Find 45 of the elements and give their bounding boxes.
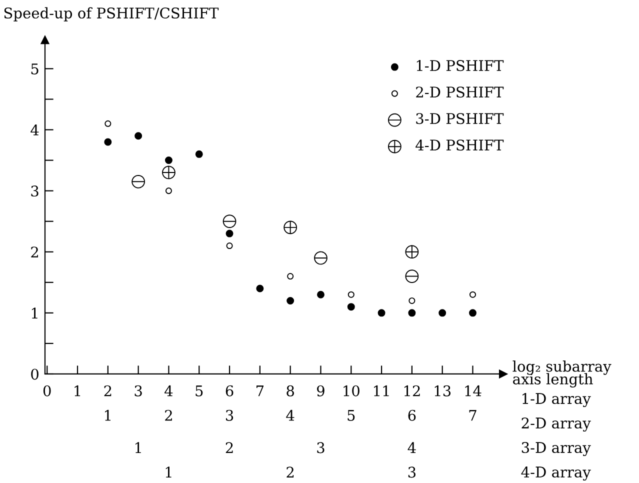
x-axis-title: log₂ subarray axis length xyxy=(512,360,612,388)
text: 3 xyxy=(317,442,324,454)
x-tick-label: 9 xyxy=(317,385,324,396)
y-tick-label: 1 xyxy=(32,308,38,318)
text: 1 xyxy=(166,466,172,478)
x-tick-label: 6 xyxy=(226,385,234,396)
legend-label: 2-D PSHIFT xyxy=(416,86,504,98)
x-tick-label: 11 xyxy=(374,385,389,396)
x-tick-label: 0 xyxy=(43,385,51,396)
legend-label: 1-D PSHIFT xyxy=(416,60,504,72)
x-tick-label: 13 xyxy=(434,385,451,396)
y-tick-label: 4 xyxy=(30,124,39,136)
text: 4 xyxy=(408,442,416,454)
x-tick-label: 2 xyxy=(104,385,112,396)
text: 3-D array xyxy=(522,442,591,456)
text: 4-D array xyxy=(521,466,591,481)
x-tick-label: 12 xyxy=(404,385,420,396)
y-tick-label: 0 xyxy=(31,368,38,380)
x2-tick-label: 5 xyxy=(348,410,355,421)
x-tick-label: 4 xyxy=(164,385,173,396)
x2-tick-label: 7 xyxy=(469,410,476,421)
x2-tick-label: 4 xyxy=(286,410,294,421)
x2-tick-label: 1 xyxy=(105,410,110,421)
x-tick-label: 14 xyxy=(465,385,482,396)
x-tick-label: 8 xyxy=(286,385,294,396)
text: 2-D array xyxy=(522,417,591,432)
x2-tick-label: 2 xyxy=(165,410,172,421)
legend-label: 4-D PSHIFT xyxy=(416,140,504,151)
x2-tick-label: 3 xyxy=(226,410,234,421)
chart-title: Speed-up of PSHIFT/CSHIFT xyxy=(4,7,219,22)
legend-label: 3-D PSHIFT xyxy=(416,113,504,124)
text: 3 xyxy=(408,466,416,478)
x-tick-label: 7 xyxy=(256,386,264,396)
x-tick-label: 3 xyxy=(134,385,142,396)
text: 1-D array xyxy=(522,392,591,408)
x2-tick-label: 6 xyxy=(408,410,416,421)
y-tick-label: 2 xyxy=(31,246,38,258)
text: 2 xyxy=(286,466,294,478)
y-tick-label: 5 xyxy=(31,64,38,74)
x-tick-label: 5 xyxy=(196,386,203,396)
y-tick-label: 3 xyxy=(31,186,38,197)
text: 1 xyxy=(135,442,141,454)
text: 2 xyxy=(226,442,233,454)
x-tick-label: 1 xyxy=(74,385,80,396)
x-tick-label: 10 xyxy=(344,385,360,396)
